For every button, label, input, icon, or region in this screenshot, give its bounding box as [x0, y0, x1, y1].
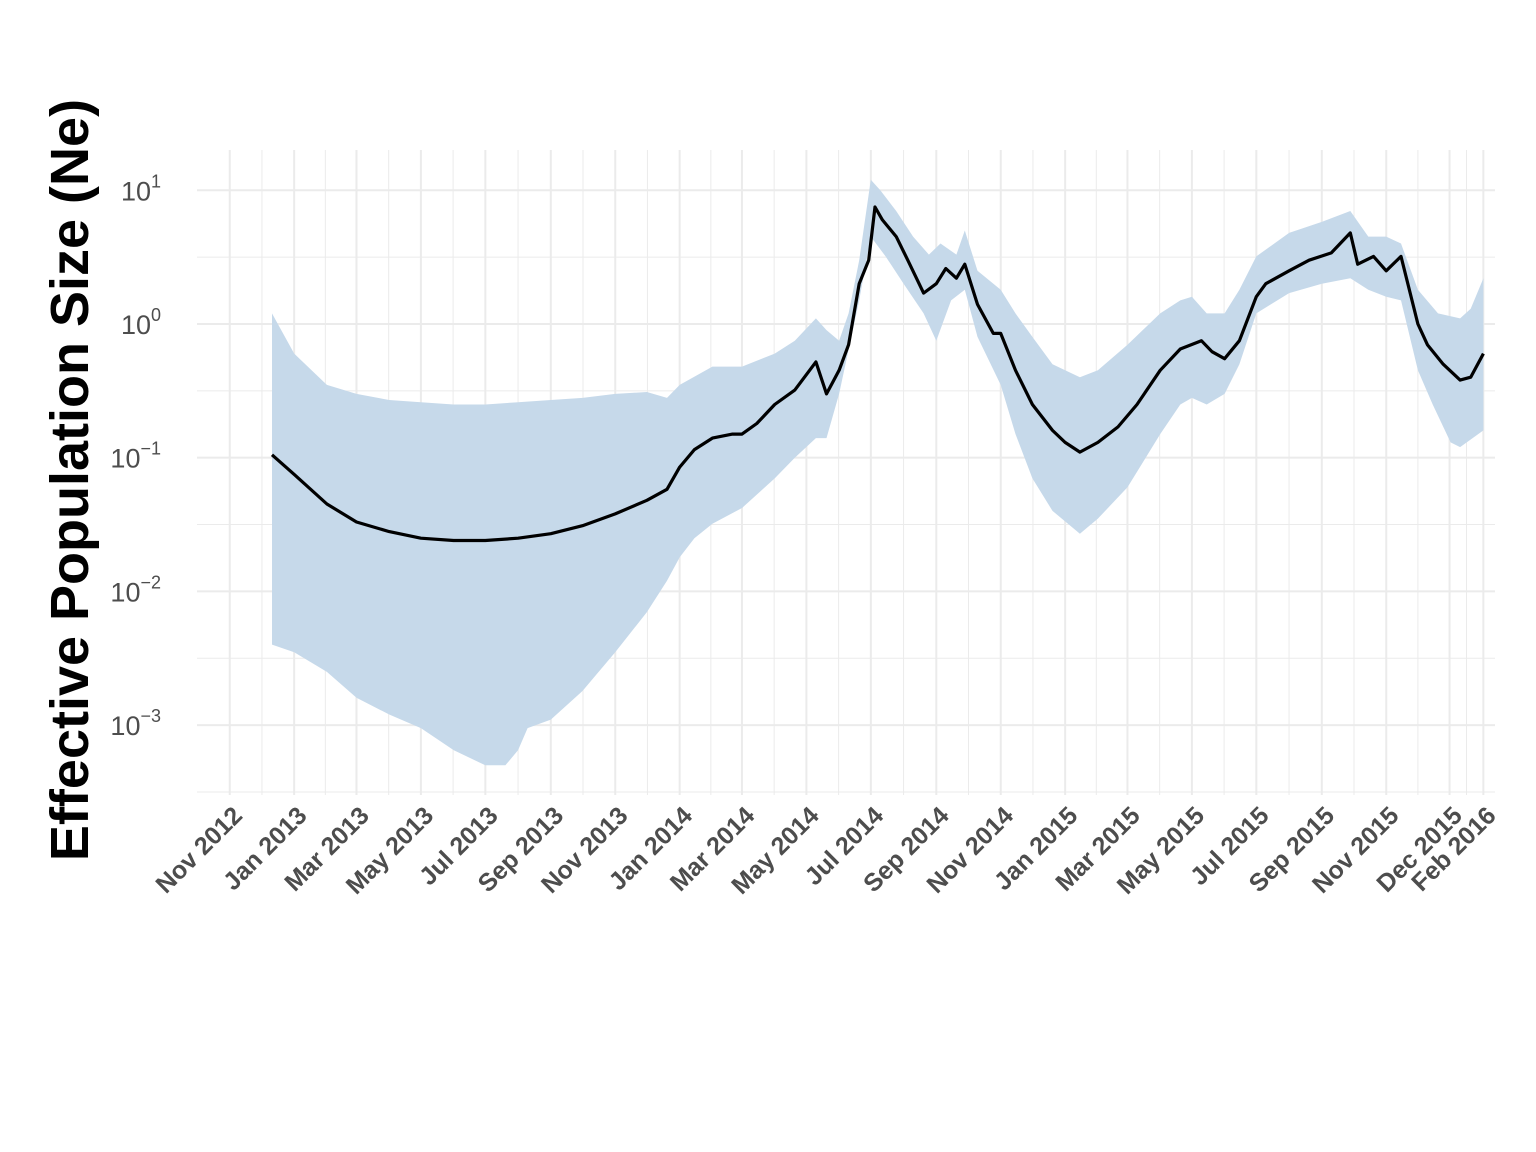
y-tick-label: 100: [121, 305, 161, 340]
y-tick-label: 101: [121, 171, 161, 206]
y-axis-ticks: 101 100 10−1 10−2 10−3: [110, 171, 161, 741]
y-axis-label: Effective Population Size (Ne): [40, 99, 100, 861]
y-tick-label: 10−1: [110, 439, 161, 474]
y-tick-label: 10−3: [110, 706, 161, 741]
y-tick-label: 10−2: [110, 572, 161, 607]
confidence-band-area: [272, 179, 1484, 766]
median-line: [270, 205, 1485, 543]
median-ne-line: [270, 205, 1485, 543]
confidence-band: [272, 179, 1484, 766]
